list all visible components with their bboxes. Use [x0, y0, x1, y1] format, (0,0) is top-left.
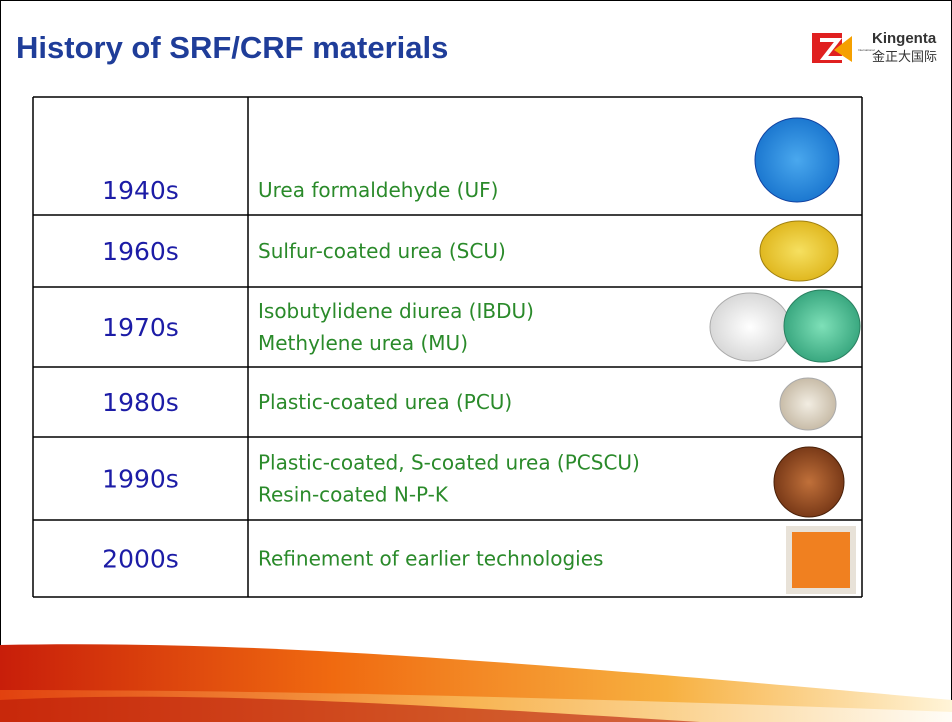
title: History of SRF/CRF materials — [16, 30, 448, 65]
material: Plastic-coated, S-coated urea (PCSCU) — [258, 451, 640, 475]
slide: History of SRF/CRF materials Kingenta In… — [0, 0, 952, 722]
year: 1980s — [102, 388, 179, 417]
slide-border — [1, 1, 952, 722]
logo-name: Kingenta — [872, 30, 937, 47]
year: 1990s — [102, 465, 179, 494]
material: Resin-coated N-P-K — [258, 483, 449, 507]
year: 1960s — [102, 237, 179, 266]
material: Urea formaldehyde (UF) — [258, 178, 498, 202]
year: 1940s — [102, 176, 179, 205]
year: 2000s — [102, 545, 179, 574]
material: Plastic-coated urea (PCU) — [258, 390, 512, 414]
material: Methylene urea (MU) — [258, 331, 468, 355]
material: Sulfur-coated urea (SCU) — [258, 239, 506, 263]
logo-chinese: 金正大国际 — [872, 49, 937, 65]
year: 1970s — [102, 313, 179, 342]
material: Refinement of earlier technologies — [258, 547, 603, 571]
material: Isobutylidene diurea (IBDU) — [258, 299, 534, 323]
